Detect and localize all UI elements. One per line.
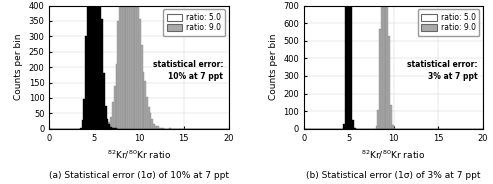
Bar [106, 125, 108, 129]
Bar [393, 128, 395, 129]
Bar [128, 0, 130, 129]
Bar [354, 128, 356, 129]
Bar [126, 0, 128, 129]
Bar [112, 128, 114, 129]
Bar [83, 99, 85, 129]
X-axis label: $^{82}$Kr/$^{80}$Kr ratio: $^{82}$Kr/$^{80}$Kr ratio [107, 148, 171, 161]
Bar [125, 0, 126, 129]
Bar [142, 72, 144, 129]
Bar [155, 126, 157, 129]
Bar [100, 0, 101, 129]
Bar [352, 120, 354, 129]
Bar [377, 110, 379, 129]
Title: (a) Statistical error (1σ) of 10% at 7 ppt: (a) Statistical error (1σ) of 10% at 7 p… [49, 171, 229, 180]
Bar [387, 0, 388, 129]
Bar [351, 0, 352, 129]
Bar [385, 0, 387, 129]
Bar [101, 19, 103, 129]
Bar [85, 36, 87, 129]
Bar [106, 119, 108, 129]
Bar [110, 117, 112, 129]
Bar [345, 0, 347, 129]
Bar [98, 0, 100, 129]
Bar [108, 124, 110, 129]
Bar [136, 0, 137, 129]
Bar [110, 127, 112, 129]
Bar [103, 73, 105, 129]
Text: statistical error:
3% at 7 ppt: statistical error: 3% at 7 ppt [407, 60, 478, 81]
Y-axis label: Counts per bin: Counts per bin [14, 34, 23, 100]
Bar [116, 64, 117, 129]
Bar [114, 128, 116, 129]
Bar [134, 0, 136, 129]
Bar [379, 29, 381, 129]
Bar [141, 45, 142, 129]
Bar [388, 36, 390, 129]
Bar [151, 119, 153, 129]
Bar [390, 105, 392, 129]
Bar [144, 81, 146, 129]
Bar [116, 128, 117, 129]
Legend: ratio: 5.0, ratio: 9.0: ratio: 5.0, ratio: 9.0 [163, 9, 225, 36]
Bar [157, 126, 159, 129]
Bar [105, 128, 106, 129]
Bar [162, 128, 164, 129]
Bar [347, 0, 349, 129]
Bar [105, 106, 106, 129]
Y-axis label: Counts per bin: Counts per bin [269, 34, 278, 100]
Bar [92, 0, 94, 129]
Bar [383, 0, 385, 129]
Text: statistical error:
10% at 7 ppt: statistical error: 10% at 7 ppt [153, 60, 223, 81]
Title: (b) Statistical error (1σ) of 3% at 7 ppt: (b) Statistical error (1σ) of 3% at 7 pp… [306, 171, 481, 180]
Bar [81, 120, 83, 129]
Bar [119, 0, 121, 129]
Bar [381, 0, 383, 129]
Bar [121, 0, 123, 129]
Bar [96, 0, 98, 129]
Bar [139, 19, 141, 129]
Bar [108, 122, 110, 129]
Bar [159, 128, 160, 129]
Bar [153, 124, 155, 129]
Bar [160, 128, 162, 129]
Bar [392, 125, 393, 129]
Bar [94, 0, 96, 129]
Bar [89, 0, 91, 129]
Bar [130, 0, 132, 129]
Bar [349, 0, 351, 129]
Bar [343, 124, 345, 129]
Bar [91, 0, 92, 129]
Bar [148, 107, 150, 129]
Bar [146, 97, 148, 129]
Bar [117, 21, 119, 129]
Bar [150, 113, 151, 129]
Bar [112, 102, 114, 129]
Bar [80, 128, 81, 129]
Bar [170, 128, 171, 129]
Bar [132, 0, 134, 129]
Legend: ratio: 5.0, ratio: 9.0: ratio: 5.0, ratio: 9.0 [418, 9, 479, 36]
Bar [114, 86, 116, 129]
Bar [123, 0, 125, 129]
Bar [376, 126, 377, 129]
Bar [87, 0, 89, 129]
Bar [137, 0, 139, 129]
X-axis label: $^{82}$Kr/$^{80}$Kr ratio: $^{82}$Kr/$^{80}$Kr ratio [361, 148, 425, 161]
